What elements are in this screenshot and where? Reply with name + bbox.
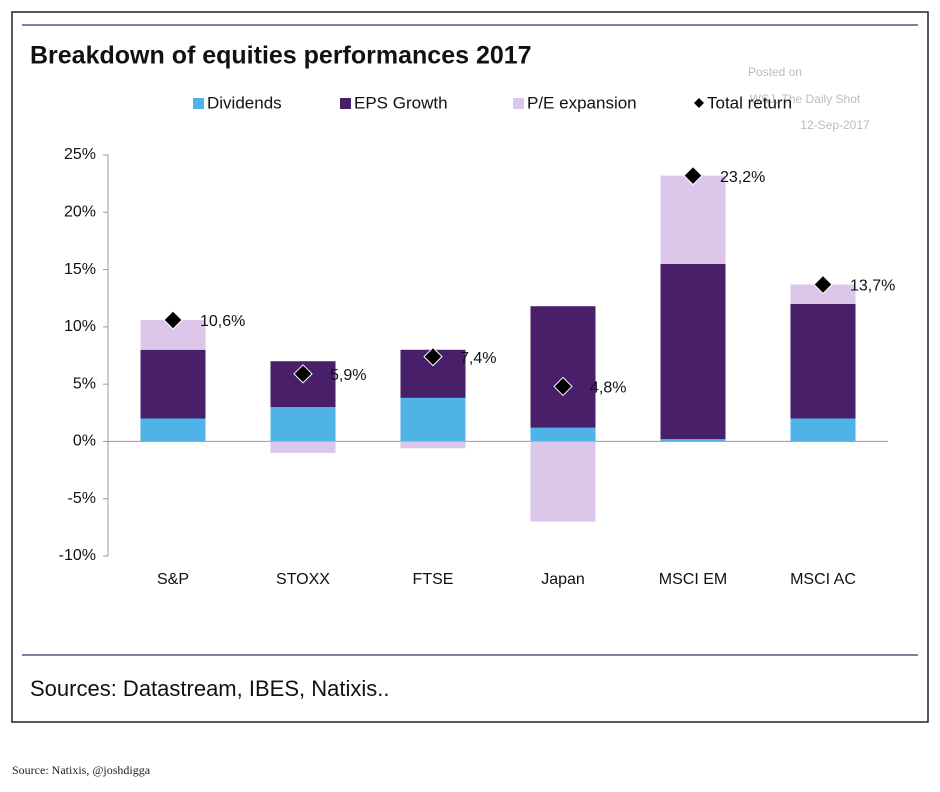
watermark: WSJ, The Daily Shot: [750, 92, 861, 106]
legend-label: P/E expansion: [527, 93, 637, 112]
value-label: 10,6%: [200, 313, 245, 330]
watermark: 12-Sep-2017: [800, 118, 870, 132]
total-marker: [683, 165, 703, 186]
x-tick-label: MSCI AC: [790, 571, 856, 588]
legend-swatch: [694, 98, 704, 108]
bar-segment: [790, 284, 856, 304]
footer: Source: Natixis, @joshdigga: [12, 763, 151, 777]
y-tick-label: 25%: [64, 146, 96, 163]
total-marker: [293, 364, 313, 384]
x-tick-label: STOXX: [276, 571, 330, 588]
bar-segment: [270, 407, 336, 442]
value-label: 13,7%: [850, 278, 895, 295]
bar-segment: [530, 441, 596, 522]
frame: [11, 11, 929, 723]
value-label: 4,8%: [590, 380, 626, 397]
bar-segment: [660, 263, 726, 440]
value-label: 5,9%: [330, 367, 366, 384]
bar-segment: [400, 397, 466, 442]
legend-label: Total return: [707, 93, 792, 112]
bar-segment: [790, 303, 856, 419]
bar-segment: [660, 439, 726, 442]
x-tick-label: Japan: [541, 571, 585, 588]
value-label: 7,4%: [460, 350, 496, 367]
bar-segment: [140, 349, 206, 419]
legend-label: EPS Growth: [354, 93, 448, 112]
legend-swatch: [513, 98, 524, 109]
legend-swatch: [340, 98, 351, 109]
bar-segment: [140, 418, 206, 442]
chart-title: Breakdown of equities performances 2017: [30, 42, 532, 70]
total-marker: [423, 346, 443, 367]
bar-segment: [400, 441, 466, 449]
total-marker: [813, 274, 833, 295]
legend-swatch: [193, 98, 204, 109]
bar-segment: [660, 175, 726, 264]
y-tick-label: 5%: [73, 375, 96, 392]
y-tick-label: -5%: [68, 490, 96, 507]
bar-segment: [790, 418, 856, 442]
watermark: Posted on: [748, 65, 802, 79]
bar-segment: [270, 441, 336, 453]
y-tick-label: -10%: [59, 547, 96, 564]
legend-label: Dividends: [207, 93, 282, 112]
x-tick-label: FTSE: [413, 571, 454, 588]
y-tick-label: 15%: [64, 261, 96, 278]
bar-segment: [530, 427, 596, 442]
y-tick-label: 20%: [64, 204, 96, 221]
x-tick-label: MSCI EM: [659, 571, 727, 588]
total-marker: [553, 376, 573, 397]
value-label: 23,2%: [720, 169, 765, 186]
x-tick-label: S&P: [157, 571, 189, 588]
total-marker: [163, 310, 183, 330]
sources: Sources: Datastream, IBES, Natixis..: [30, 676, 389, 701]
y-tick-label: 0%: [73, 433, 96, 450]
bar-segment: [530, 306, 596, 428]
y-tick-label: 10%: [64, 318, 96, 335]
